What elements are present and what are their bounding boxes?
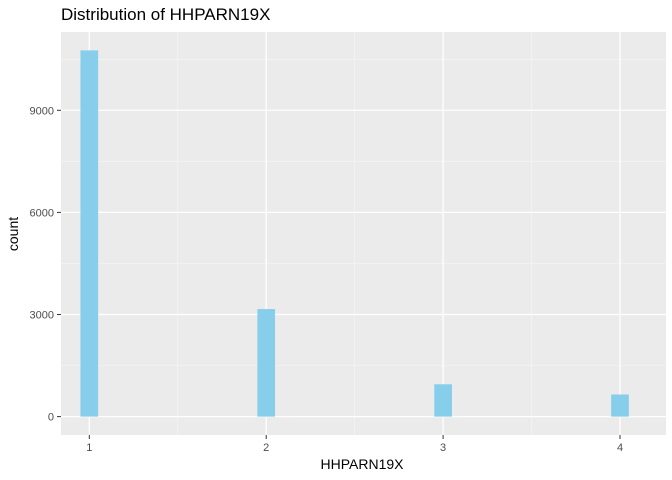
bar-1	[80, 50, 99, 417]
y-tick-label: 3000	[30, 310, 54, 322]
y-tick-label: 0	[48, 412, 54, 424]
chart-title: Distribution of HHPARN19X	[61, 5, 270, 24]
bar-2	[257, 309, 276, 417]
y-tick-label: 6000	[30, 207, 54, 219]
bar-3	[434, 384, 452, 417]
bars	[80, 50, 629, 417]
y-tick-label: 9000	[30, 105, 54, 117]
x-tick-label: 3	[440, 442, 446, 454]
grid-minor	[61, 32, 666, 435]
y-axis: 0 3000 6000 9000	[30, 105, 61, 424]
x-tick-label: 2	[263, 442, 269, 454]
y-axis-title: count	[5, 217, 21, 251]
x-axis: 1 2 3 4	[86, 435, 623, 454]
x-tick-label: 1	[86, 442, 92, 454]
grid-major	[61, 32, 666, 435]
bar-4	[611, 394, 629, 417]
x-axis-title: HHPARN19X	[321, 456, 405, 472]
x-tick-label: 4	[617, 442, 623, 454]
plot-panel	[61, 32, 666, 435]
